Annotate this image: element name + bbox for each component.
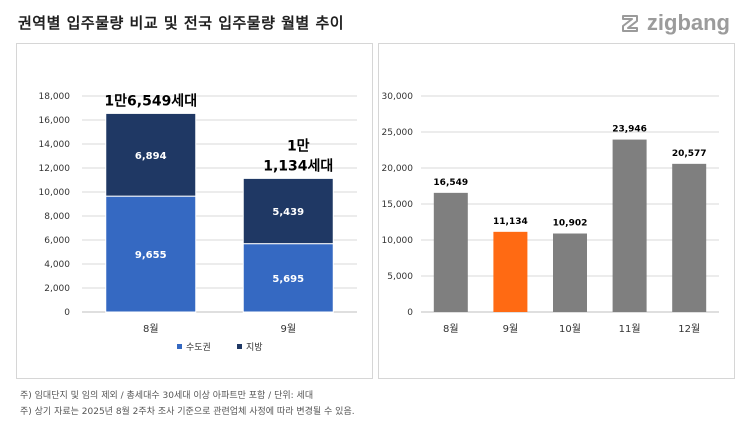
brand-logo: zigbang — [619, 10, 730, 36]
footnote-1: 주) 임대단지 및 임의 제외 / 총세대수 30세대 이상 아파트만 포함 /… — [20, 391, 314, 401]
bar-segment-지방 — [242, 177, 334, 245]
x-tick-label: 8월 — [143, 323, 159, 335]
y-tick-label: 20,000 — [382, 164, 414, 174]
y-tick-label: 4,000 — [44, 260, 70, 270]
y-tick-label: 25,000 — [382, 128, 414, 138]
y-tick-label: 16,000 — [39, 116, 71, 126]
zigbang-logo-icon — [621, 15, 638, 32]
x-tick-label: 8월 — [443, 323, 459, 335]
regional-chart-panel: 0 2,000 4,000 6,000 8,000 10,000 12,000 14,000 1… — [16, 43, 373, 379]
bar-segment-지방 — [105, 112, 197, 197]
bar-value-label: 5,439 — [272, 207, 304, 218]
y-tick-label: 5,000 — [387, 272, 413, 282]
y-tick-label: 8,000 — [44, 212, 70, 222]
bar-value-label: 5,695 — [272, 274, 304, 285]
monthly-chart-panel: 0 5,000 10,000 15,000 20,000 25,000 30,000 16,5… — [378, 43, 735, 379]
regional-stacked-bar-chart: 0 2,000 4,000 6,000 8,000 10,000 12,000 14,000 1… — [39, 92, 357, 353]
y-tick-label: 2,000 — [44, 284, 70, 294]
bar — [493, 231, 528, 312]
x-tick-label: 9월 — [280, 323, 296, 335]
y-tick-label: 6,000 — [44, 236, 70, 246]
bar-value-label: 10,902 — [553, 219, 588, 229]
y-tick-label: 30,000 — [382, 92, 414, 102]
legend-swatch — [177, 344, 182, 349]
bar-value-label: 20,577 — [672, 149, 707, 159]
y-tick-label: 14,000 — [39, 140, 71, 150]
bar — [672, 163, 707, 312]
legend-swatch — [237, 344, 242, 349]
y-tick-label: 15,000 — [382, 200, 414, 210]
footnote-2: 주) 상기 자료는 2025년 8월 2주차 조사 기준으로 관련업체 사정에 … — [20, 407, 355, 417]
y-tick-label: 12,000 — [39, 164, 71, 174]
y-tick-label: 0 — [407, 308, 413, 318]
bar-segment-수도권 — [105, 195, 197, 313]
bar — [433, 192, 468, 312]
bar-value-label: 16,549 — [433, 178, 468, 188]
y-tick-label: 0 — [64, 308, 70, 318]
legend-label: 지방 — [246, 342, 263, 353]
bar-value-label: 6,894 — [135, 151, 167, 162]
y-tick-label: 18,000 — [39, 92, 71, 102]
legend-label: 수도권 — [186, 341, 211, 353]
x-tick-label: 11월 — [619, 323, 641, 335]
bar-total-label: 1만 — [287, 138, 310, 154]
x-tick-label: 10월 — [559, 323, 581, 335]
bar-total-label: 1만6,549세대 — [104, 93, 197, 109]
bar — [553, 233, 587, 312]
y-tick-label: 10,000 — [39, 188, 71, 198]
x-tick-label: 12월 — [678, 323, 700, 335]
bar-value-label: 11,134 — [493, 217, 528, 227]
brand-name: zigbang — [646, 10, 730, 35]
bar-value-label: 23,946 — [612, 125, 647, 135]
bar-value-label: 9,655 — [135, 250, 167, 261]
bar — [612, 139, 647, 312]
monthly-bar-chart: 0 5,000 10,000 15,000 20,000 25,000 30,000 16,5… — [382, 92, 719, 335]
y-tick-label: 10,000 — [382, 236, 414, 246]
page-title: 권역별 입주물량 비교 및 전국 입주물량 월별 추이 — [18, 14, 345, 32]
bar-total-label: 1,134세대 — [263, 158, 333, 174]
bar-segment-수도권 — [242, 243, 334, 313]
x-tick-label: 9월 — [503, 323, 519, 335]
